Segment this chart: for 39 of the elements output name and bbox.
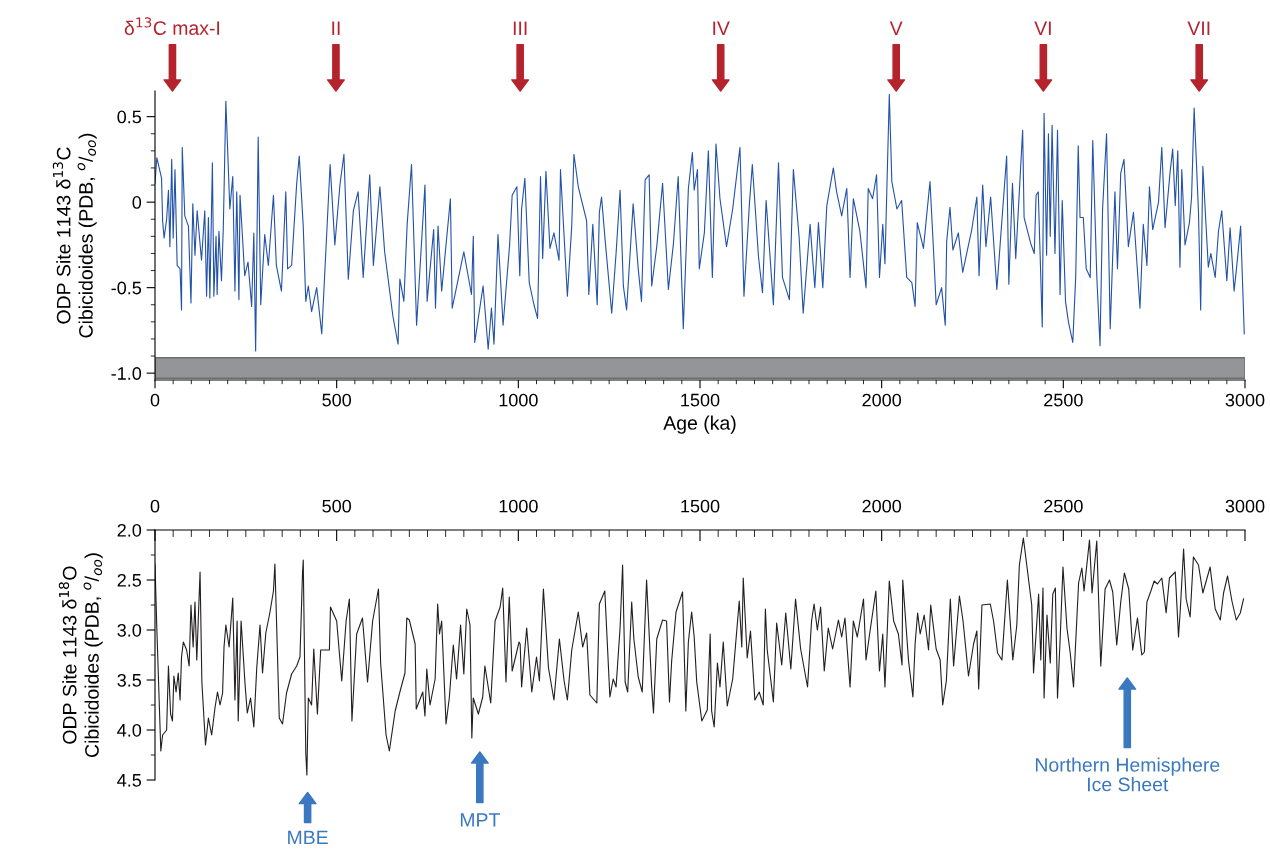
- x-tick-label: 2000: [862, 393, 902, 407]
- text: δ$^{13}$C max-I: [124, 17, 220, 35]
- x-tick-label: 1000: [499, 393, 538, 407]
- text: VII: [1187, 21, 1210, 35]
- x-tick-label: 0: [150, 499, 160, 513]
- x-tick-label: 2500: [1044, 393, 1083, 407]
- text: VI: [1034, 21, 1051, 35]
- text: II: [332, 21, 340, 35]
- x-tick-label: 1500: [681, 393, 720, 407]
- x-tick-label: 500: [322, 393, 352, 407]
- text: MBE: [288, 830, 328, 845]
- y-tick-label: 3.0: [117, 623, 142, 637]
- y-tick-label: 4.5: [117, 774, 142, 787]
- y-tick-label: 0.5: [117, 110, 142, 124]
- y-tick-label: -0.5: [111, 281, 142, 295]
- y-tick-label: 2.0: [117, 523, 142, 537]
- y-tick-label: 2.5: [117, 573, 142, 587]
- y-tick-label: -1.0: [111, 367, 142, 380]
- y-tick-label: 4.0: [117, 723, 142, 737]
- x-tick-label: 2000: [862, 499, 902, 513]
- line-series: [155, 93, 1245, 352]
- x-tick-label: 3000: [1225, 393, 1265, 407]
- y-tick-label: 3.5: [117, 673, 142, 687]
- x-tick-label: 1500: [681, 499, 720, 513]
- line-series: [155, 537, 1245, 776]
- annotation: Northern Hemisphere Ice Sheet: [1035, 757, 1220, 792]
- text: III: [513, 21, 527, 35]
- text: V: [889, 21, 903, 35]
- x-tick-label: 1000: [499, 499, 538, 513]
- text: MPT: [460, 813, 500, 827]
- x-tick-label: 500: [322, 499, 352, 513]
- y-tick-label: 0: [132, 196, 142, 209]
- x-tick-label: 0: [150, 393, 160, 407]
- y-axis-title: ODP Site 1143 δ$^{13}$C Cibicidoides (PDB, $^{o}$/$_{oo}$): [52, 133, 97, 338]
- x-tick-label: 3000: [1225, 499, 1265, 513]
- x-axis-title: Age (ka): [663, 415, 736, 434]
- text: IV: [713, 21, 730, 35]
- y-axis-title: ODP Site 1143 δ$^{18}$O Cibicidoides (PDB, $^{o}$/$_{oo}$): [58, 553, 103, 757]
- x-tick-label: 2500: [1044, 499, 1083, 513]
